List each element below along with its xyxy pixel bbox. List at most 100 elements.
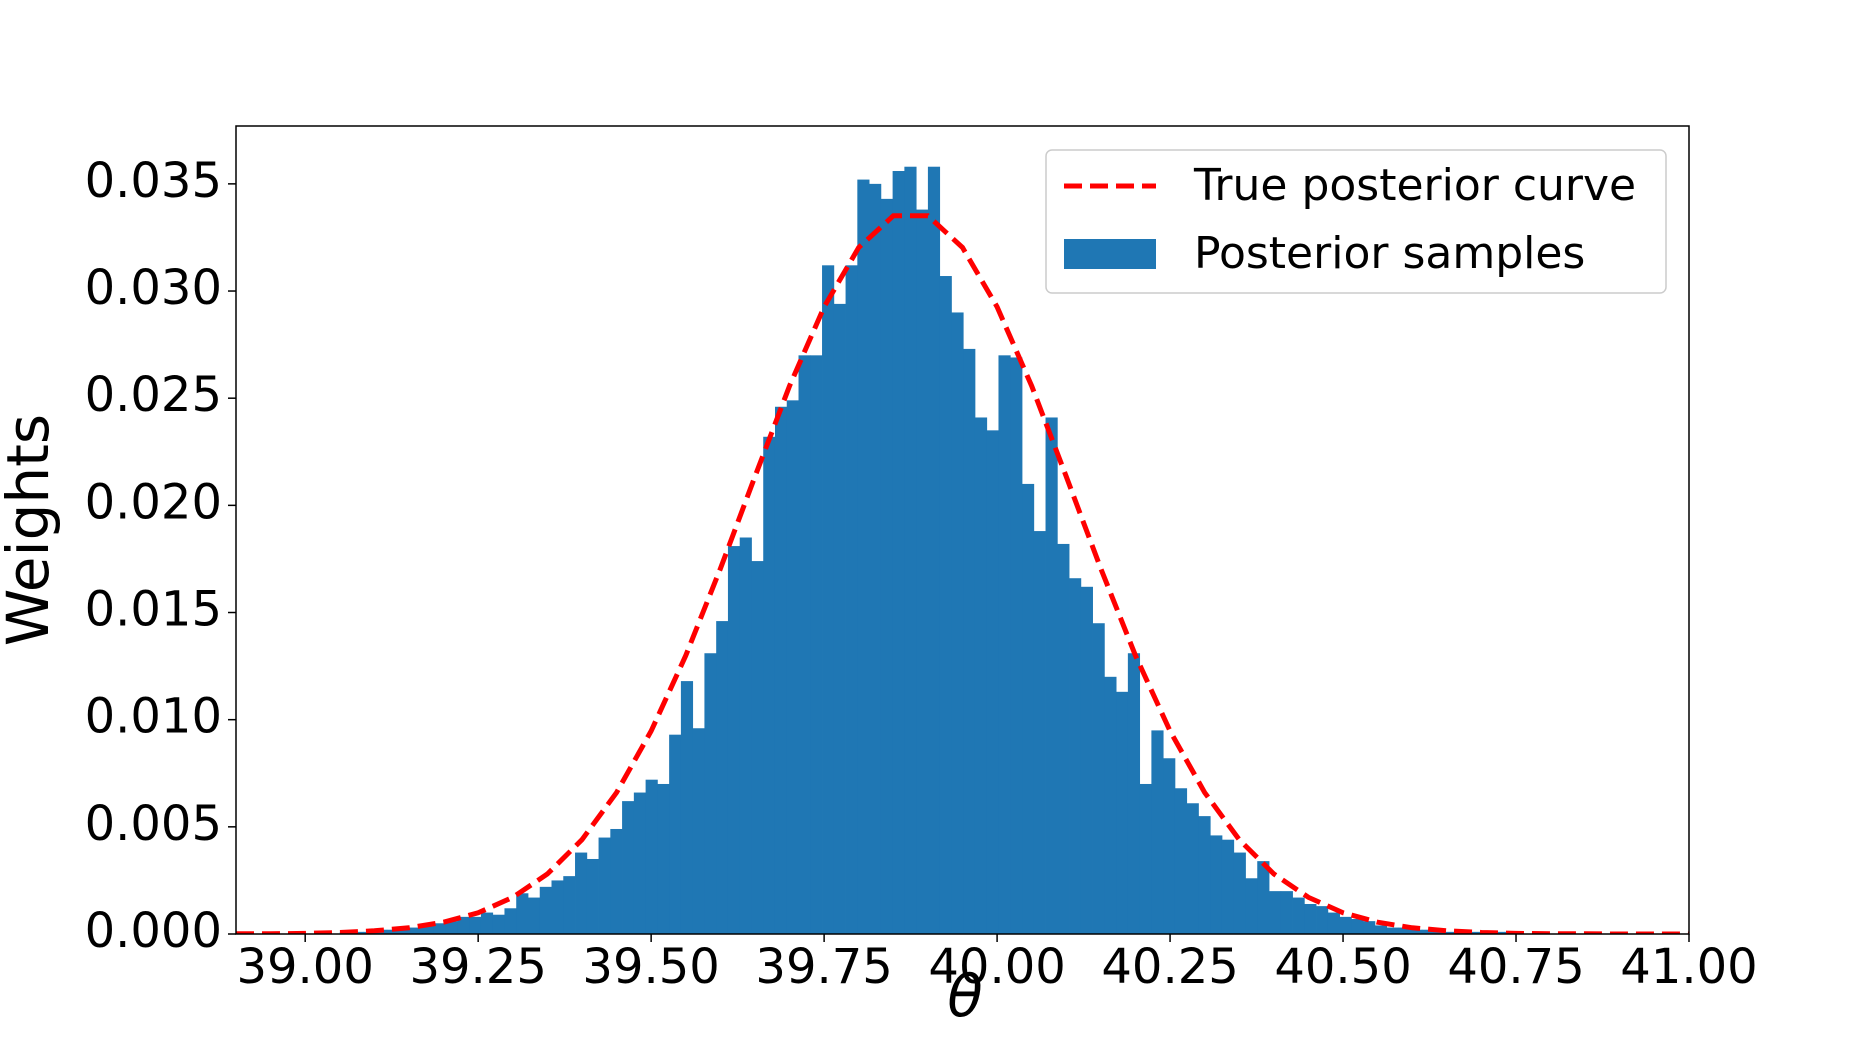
bar xyxy=(527,897,541,934)
bar xyxy=(986,430,999,934)
bar xyxy=(1363,921,1376,934)
bar xyxy=(1057,543,1070,934)
bar xyxy=(1198,816,1211,934)
bar xyxy=(657,783,670,934)
y-tick-label: 0.020 xyxy=(85,474,222,530)
bar xyxy=(822,265,835,934)
legend-label: Posterior samples xyxy=(1194,228,1585,279)
bar xyxy=(516,893,529,934)
bar xyxy=(445,921,458,934)
bar xyxy=(1327,912,1340,934)
bar xyxy=(1304,903,1317,934)
x-tick-label: 40.25 xyxy=(1101,939,1238,995)
bar xyxy=(892,171,905,934)
bar xyxy=(1280,891,1293,934)
y-tick-label: 0.010 xyxy=(85,689,222,745)
bar xyxy=(1092,623,1105,934)
bar xyxy=(1116,691,1129,934)
bar xyxy=(857,179,870,934)
bar xyxy=(1127,653,1141,934)
bar xyxy=(386,929,399,934)
x-tick-label: 39.25 xyxy=(409,939,546,995)
y-tick-label: 0.035 xyxy=(85,153,222,209)
bar xyxy=(1022,483,1035,934)
bar xyxy=(633,792,647,934)
x-tick-label: 39.75 xyxy=(755,939,892,995)
bar xyxy=(692,728,705,934)
bar xyxy=(751,561,764,934)
bar xyxy=(586,858,599,934)
bar xyxy=(539,886,552,934)
bar xyxy=(422,925,435,934)
bar xyxy=(727,546,741,934)
bar xyxy=(704,653,717,934)
bar xyxy=(680,681,694,934)
y-tick-label: 0.005 xyxy=(85,796,222,852)
y-tick-label: 0.015 xyxy=(85,582,222,638)
bar xyxy=(1139,783,1152,934)
bar xyxy=(1174,788,1188,934)
x-axis-label: θ xyxy=(947,962,983,1030)
bar xyxy=(763,436,776,934)
bar xyxy=(904,166,917,934)
x-tick-label: 40.00 xyxy=(928,939,1065,995)
bar xyxy=(1269,891,1282,934)
y-tick-label: 0.030 xyxy=(85,260,222,316)
bar xyxy=(916,209,929,934)
bar xyxy=(1151,730,1164,934)
bar xyxy=(739,537,752,934)
legend-box xyxy=(1045,149,1667,294)
bar xyxy=(1033,531,1046,934)
bar xyxy=(433,923,447,934)
legend-label: True posterior curve xyxy=(1193,160,1636,211)
bar xyxy=(492,914,505,934)
bar xyxy=(1233,852,1246,934)
bar xyxy=(833,303,846,934)
bar xyxy=(645,779,658,934)
y-tick-label: 0.025 xyxy=(85,367,222,423)
bar xyxy=(1374,925,1388,934)
bar xyxy=(1386,927,1399,934)
bar xyxy=(1410,929,1423,934)
bar xyxy=(1045,417,1058,934)
bar xyxy=(469,916,482,934)
bar xyxy=(798,355,811,934)
plot-area xyxy=(236,166,1689,934)
bar xyxy=(1104,676,1117,934)
bar xyxy=(1221,839,1235,934)
bar xyxy=(610,828,623,934)
axes-frame xyxy=(235,125,1690,935)
bar xyxy=(1186,803,1199,934)
bar xyxy=(845,265,858,934)
bar xyxy=(786,400,799,934)
bar xyxy=(1010,357,1023,934)
bar xyxy=(998,355,1011,934)
bar xyxy=(669,734,682,934)
bar xyxy=(1257,861,1270,934)
bar xyxy=(1210,835,1223,934)
bar xyxy=(1445,931,1458,934)
bar xyxy=(1398,927,1411,934)
x-tick-label: 41.00 xyxy=(1620,939,1757,995)
bar xyxy=(963,348,976,934)
bar xyxy=(598,837,611,934)
bar xyxy=(480,912,494,934)
bar xyxy=(774,406,788,934)
bar xyxy=(951,312,964,934)
bar xyxy=(1492,931,1505,934)
bar xyxy=(1316,906,1329,934)
x-tick-label: 39.50 xyxy=(582,939,719,995)
bar xyxy=(1468,931,1482,934)
bar xyxy=(1292,897,1305,934)
bar xyxy=(1245,878,1258,934)
legend-swatch xyxy=(1064,239,1156,269)
bar xyxy=(974,417,988,934)
bar xyxy=(563,876,576,934)
bar xyxy=(1339,916,1352,934)
bar xyxy=(1421,929,1435,934)
y-tick-label: 0.000 xyxy=(85,903,222,959)
bar xyxy=(1069,578,1082,934)
bar xyxy=(880,198,894,934)
x-tick-label: 40.50 xyxy=(1274,939,1411,995)
